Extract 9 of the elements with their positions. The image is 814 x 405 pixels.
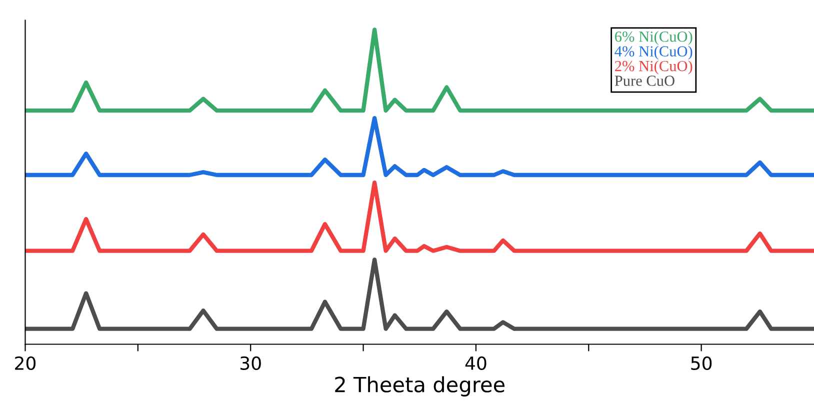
x-tick-label: 20 — [15, 356, 36, 370]
x-tick-label: 50 — [691, 356, 712, 370]
text: 2% Ni(CuO) — [615, 60, 692, 74]
x-axis-title: 2 Theeta degree — [335, 376, 505, 396]
x-tick-label: 40 — [465, 356, 486, 370]
text: Pure CuO — [614, 76, 674, 86]
x-tick-label: 30 — [240, 356, 261, 370]
text: 4% Ni(CuO) — [614, 46, 692, 60]
text: 6% Ni(CuO) — [615, 31, 692, 45]
